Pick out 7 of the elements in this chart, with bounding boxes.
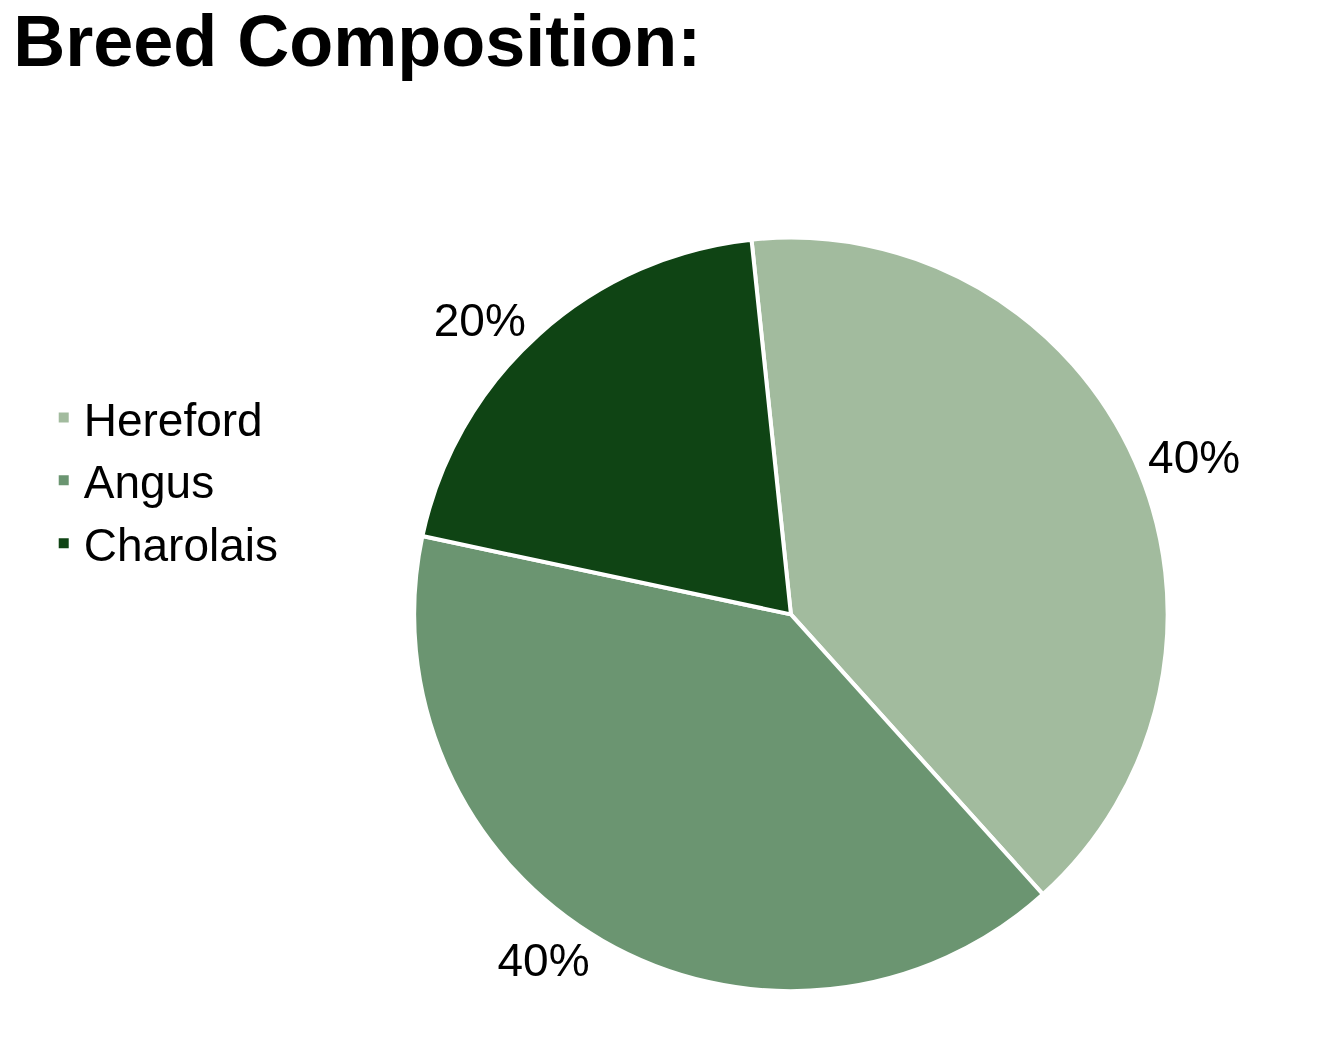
legend-label: Hereford — [83, 393, 263, 446]
legend-label: Angus — [83, 456, 215, 509]
data-label: 20% — [433, 294, 526, 347]
data-label: 40% — [1148, 430, 1241, 483]
data-label: 40% — [497, 934, 590, 987]
chart-title: Breed Composition: — [13, 1, 702, 82]
legend-label: Charolais — [83, 519, 279, 572]
